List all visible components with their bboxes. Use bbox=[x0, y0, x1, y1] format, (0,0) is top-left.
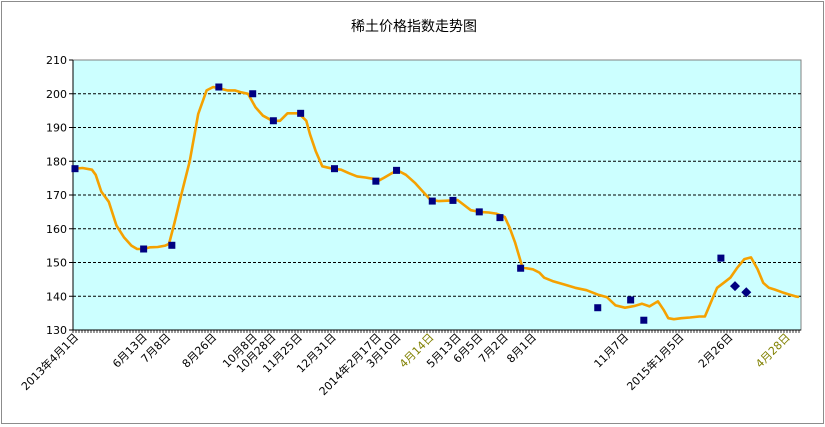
y-tick-label: 160 bbox=[46, 223, 67, 236]
data-point-marker bbox=[428, 197, 436, 205]
data-point-marker bbox=[475, 208, 483, 216]
data-point-marker bbox=[640, 316, 648, 324]
y-tick-label: 140 bbox=[46, 290, 67, 303]
data-point-marker bbox=[140, 245, 148, 253]
data-point-marker bbox=[372, 177, 380, 185]
data-point-marker bbox=[741, 287, 752, 298]
x-tick-label: 8月26日 bbox=[180, 331, 220, 371]
data-point-marker bbox=[517, 264, 525, 272]
data-point-marker bbox=[730, 281, 741, 292]
data-point-marker bbox=[297, 109, 305, 117]
y-tick-label: 210 bbox=[46, 54, 67, 67]
y-tick-label: 190 bbox=[46, 122, 67, 135]
data-point-marker bbox=[449, 196, 457, 204]
x-tick-label: 2月26日 bbox=[696, 331, 736, 371]
data-point-marker bbox=[594, 304, 602, 312]
y-tick-label: 180 bbox=[46, 155, 67, 168]
data-point-marker bbox=[215, 83, 223, 91]
x-tick-label: 8月1日 bbox=[504, 331, 539, 366]
x-tick-label: 2015年1月5日 bbox=[624, 330, 687, 393]
data-point-marker bbox=[269, 117, 277, 125]
data-point-marker bbox=[496, 214, 504, 222]
x-tick-label: 11月7日 bbox=[592, 331, 632, 371]
data-point-marker bbox=[627, 296, 635, 304]
y-tick-label: 170 bbox=[46, 189, 67, 202]
x-tick-label: 4月28日 bbox=[753, 331, 793, 371]
data-point-marker bbox=[168, 241, 176, 249]
x-tick-label: 2013年4月1日 bbox=[18, 330, 81, 393]
chart-title: 稀土价格指数走势图 bbox=[351, 19, 477, 35]
y-tick-label: 130 bbox=[46, 324, 67, 337]
data-point-marker bbox=[393, 166, 401, 174]
data-point-marker bbox=[249, 90, 257, 98]
y-tick-label: 200 bbox=[46, 88, 67, 101]
data-point-marker bbox=[330, 165, 338, 173]
data-point-marker bbox=[71, 165, 79, 173]
data-point-marker bbox=[717, 254, 725, 262]
y-tick-label: 150 bbox=[46, 257, 67, 270]
